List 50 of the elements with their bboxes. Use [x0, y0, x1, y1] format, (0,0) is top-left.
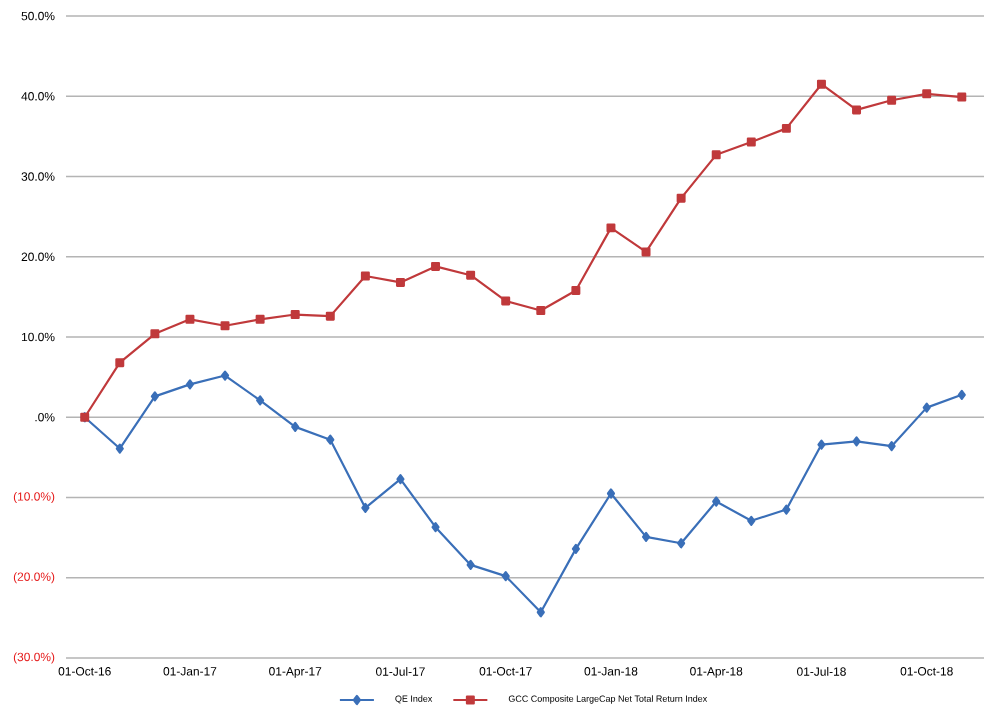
point [185, 379, 195, 390]
point [466, 559, 475, 570]
point [677, 538, 686, 549]
point [711, 150, 721, 160]
point [150, 391, 159, 402]
point [641, 247, 651, 257]
point [781, 123, 791, 133]
point [150, 329, 160, 339]
point [325, 311, 335, 321]
point [676, 193, 686, 203]
point [115, 358, 125, 368]
point [782, 504, 791, 515]
point [466, 270, 476, 280]
point [290, 310, 300, 320]
point [361, 502, 370, 514]
point [220, 370, 230, 381]
point [360, 271, 370, 281]
point [712, 496, 721, 507]
point [431, 522, 440, 533]
point [115, 443, 124, 454]
point [747, 515, 756, 526]
point [817, 439, 826, 450]
point [746, 137, 756, 147]
point [395, 277, 405, 287]
point [606, 223, 616, 233]
point [922, 402, 931, 413]
point [501, 571, 510, 582]
point [606, 488, 616, 499]
point [536, 607, 545, 618]
point [501, 296, 511, 306]
point [571, 285, 581, 295]
point [571, 543, 580, 554]
point [220, 321, 230, 331]
point [887, 95, 897, 105]
point [431, 261, 441, 271]
point [852, 105, 862, 115]
point [816, 79, 826, 89]
point [326, 434, 335, 445]
point [957, 389, 966, 400]
point [641, 531, 651, 542]
point [291, 421, 300, 432]
point [922, 89, 932, 99]
point [536, 306, 546, 316]
point [396, 473, 405, 485]
point [957, 92, 967, 102]
point [185, 314, 195, 324]
point [887, 441, 896, 452]
point [255, 314, 265, 324]
point [852, 436, 861, 447]
point [256, 395, 265, 406]
